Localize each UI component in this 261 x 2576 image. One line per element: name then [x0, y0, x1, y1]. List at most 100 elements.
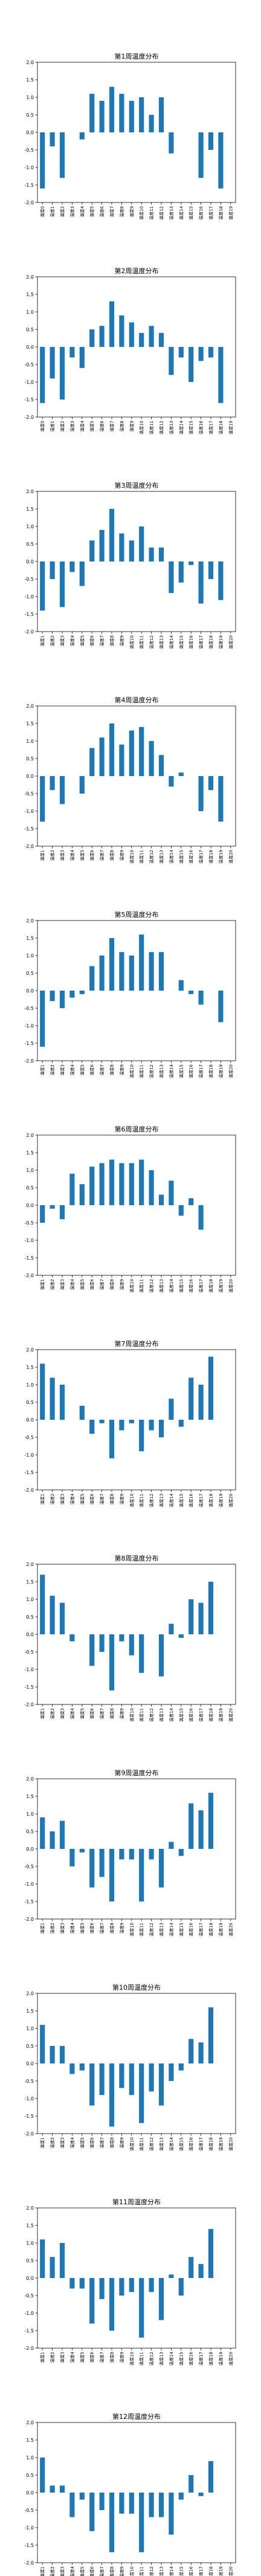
- y-tick-label: -1.5: [24, 2328, 34, 2334]
- bar: [79, 1184, 85, 1205]
- y-tick-label: -1.5: [24, 2543, 34, 2548]
- bar: [79, 1405, 85, 1420]
- y-tick-label: -2.0: [24, 1058, 34, 1064]
- axes-frame: [37, 920, 236, 1061]
- x-tick-label: 温度5: [79, 2352, 85, 2363]
- x-tick-label: 温度1: [50, 421, 55, 432]
- bar: [198, 561, 204, 604]
- axes-frame: [37, 1134, 236, 1276]
- bar: [119, 952, 124, 991]
- bar: [99, 529, 105, 561]
- x-tick-label: 温度5: [79, 635, 85, 646]
- x-tick-label: 温度6: [89, 1064, 95, 1075]
- bar: [89, 2278, 95, 2324]
- bar: [129, 1849, 134, 1860]
- x-tick-label: 温度5: [79, 2137, 85, 2148]
- x-tick-label: 温度2: [50, 1923, 55, 1934]
- bar: [109, 2493, 115, 2552]
- x-tick-label: 温度20: [228, 850, 233, 864]
- x-tick-label: 温度11: [139, 2352, 144, 2366]
- x-tick-label: 温度3: [69, 206, 75, 217]
- x-tick-label: 温度8: [109, 2352, 115, 2363]
- x-tick-label: 温度0: [40, 206, 45, 217]
- x-tick-label: 温度2: [60, 421, 65, 432]
- x-tick-label: 温度17: [208, 206, 214, 220]
- x-tick-label: 温度20: [228, 1923, 233, 1937]
- y-tick-label: 2.0: [26, 489, 34, 494]
- x-tick-label: 温度19: [218, 2137, 224, 2151]
- x-tick-label: 温度13: [169, 206, 174, 220]
- x-tick-label: 温度4: [69, 1707, 75, 1719]
- x-tick-label: 温度10: [129, 1064, 134, 1078]
- bar: [79, 132, 85, 140]
- y-tick-label: -1.0: [24, 1882, 34, 1887]
- bar: [208, 2228, 214, 2278]
- x-tick-label: 温度18: [208, 1708, 214, 1722]
- y-tick-label: 0.5: [26, 2258, 34, 2264]
- y-tick-label: -1.5: [24, 826, 34, 832]
- bar: [178, 1634, 184, 1638]
- bar: [79, 2493, 85, 2500]
- y-tick-label: 2.0: [26, 918, 34, 924]
- bar: [99, 1163, 105, 1205]
- bar: [158, 1634, 164, 1677]
- bar: [178, 2063, 184, 2071]
- y-tick-label: 1.0: [26, 1597, 34, 1602]
- bar: [119, 744, 124, 776]
- x-tick-label: 温度6: [89, 635, 95, 646]
- y-tick-label: 1.0: [26, 1811, 34, 1817]
- bar: [169, 2274, 174, 2278]
- y-tick-label: 1.0: [26, 2455, 34, 2461]
- bar: [129, 2278, 134, 2293]
- x-tick-label: 温度7: [99, 1708, 105, 1719]
- x-tick-label: 温度14: [169, 1493, 174, 1507]
- chart-title: 第8周温度分布: [115, 1554, 159, 1562]
- x-tick-label: 温度10: [139, 206, 144, 220]
- x-tick-label: 温度3: [60, 1923, 65, 1934]
- bar: [129, 1163, 134, 1205]
- x-tick-label: 温度14: [178, 205, 184, 219]
- x-tick-label: 温度10: [129, 2352, 134, 2366]
- x-tick-label: 温度6: [89, 1493, 95, 1504]
- y-tick-label: 0.0: [26, 345, 34, 350]
- x-tick-label: 温度15: [178, 2137, 184, 2151]
- chart-title: 第12周温度分布: [112, 2412, 161, 2421]
- x-tick-label: 温度9: [119, 2566, 124, 2576]
- bar: [69, 1173, 75, 1205]
- x-tick-label: 温度14: [169, 1922, 174, 1936]
- y-tick-label: 2.0: [26, 274, 34, 280]
- bar: [158, 2278, 164, 2320]
- chart-title: 第1周温度分布: [115, 52, 159, 60]
- axes-frame: [37, 62, 236, 203]
- bar: [50, 1205, 55, 1209]
- y-tick-label: 0.0: [26, 2490, 34, 2496]
- x-tick-label: 温度20: [228, 1279, 233, 1293]
- y-tick-label: -1.0: [24, 2525, 34, 2531]
- bar: [59, 2046, 65, 2063]
- bar: [188, 2039, 194, 2063]
- x-tick-label: 温度18: [218, 206, 224, 220]
- x-tick-label: 温度14: [169, 2351, 174, 2365]
- bar: [198, 2042, 204, 2063]
- x-tick-label: 温度14: [169, 2566, 174, 2576]
- x-tick-label: 温度10: [129, 1708, 134, 1722]
- bar: [158, 547, 164, 561]
- y-tick-label: 0.5: [26, 2044, 34, 2049]
- x-tick-label: 温度19: [218, 850, 224, 864]
- bar: [99, 326, 105, 347]
- axes-frame: [37, 2207, 236, 2349]
- x-tick-label: 温度1: [40, 850, 45, 861]
- x-tick-label: 温度19: [218, 1708, 224, 1722]
- bar: [158, 1420, 164, 1437]
- x-tick-label: 温度9: [119, 2137, 124, 2148]
- x-tick-label: 温度19: [218, 1279, 224, 1293]
- bar: [178, 347, 184, 358]
- bar: [109, 723, 115, 776]
- x-tick-label: 温度17: [198, 2566, 204, 2576]
- x-tick-label: 温度15: [178, 635, 184, 649]
- chart-5: 第5周温度分布 -2.0 -1.5 -1.0 -0.5 0.0 0.5 1.0 1.5 2.0 温度…: [24, 910, 236, 1078]
- bar: [139, 934, 144, 991]
- y-tick-label: -1.5: [24, 2114, 34, 2119]
- x-tick-label: 温度20: [228, 1708, 233, 1722]
- bar: [169, 1842, 174, 1849]
